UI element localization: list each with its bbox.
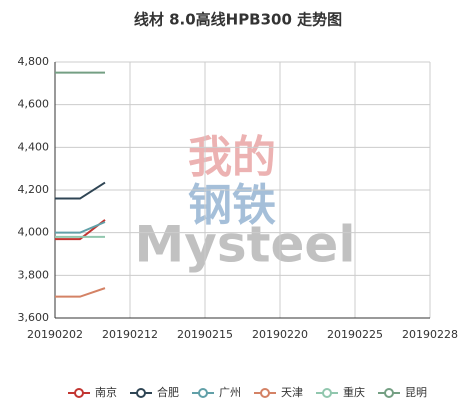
legend-icon <box>322 388 332 398</box>
x-tick-label: 20190228 <box>402 328 458 341</box>
legend-icon <box>198 388 208 398</box>
watermark: 我的 <box>188 132 276 183</box>
legend-icon <box>260 388 270 398</box>
legend-icon <box>384 388 394 398</box>
x-tick-label: 20190212 <box>102 328 158 341</box>
watermark: 钢铁 <box>188 180 276 231</box>
x-tick-label: 20190202 <box>27 328 83 341</box>
y-tick-label: 3,600 <box>18 311 50 324</box>
y-tick-label: 4,000 <box>18 226 50 239</box>
y-tick-label: 4,200 <box>18 183 50 196</box>
legend-label: 重庆 <box>343 385 365 399</box>
x-tick-label: 20190225 <box>327 328 383 341</box>
y-tick-label: 4,600 <box>18 98 50 111</box>
legend-label: 合肥 <box>157 385 179 399</box>
legend-label: 昆明 <box>405 386 427 399</box>
y-tick-label: 4,800 <box>18 55 50 68</box>
line-series <box>55 287 106 298</box>
legend-label: 天津 <box>281 386 303 399</box>
watermark: Mysteel <box>135 216 356 274</box>
x-tick-label: 20190215 <box>177 328 233 341</box>
legend-icon <box>74 388 84 398</box>
line-series <box>55 221 106 234</box>
y-tick-label: 4,400 <box>18 140 50 153</box>
chart-title: 线材 8.0高线HPB300 走势图 <box>134 11 342 29</box>
x-tick-label: 20190220 <box>252 328 308 341</box>
line-series <box>55 181 106 200</box>
y-tick-label: 3,800 <box>18 268 50 281</box>
legend-label: 广州 <box>219 386 241 399</box>
legend-label: 南京 <box>95 385 117 399</box>
legend-icon <box>136 388 146 398</box>
